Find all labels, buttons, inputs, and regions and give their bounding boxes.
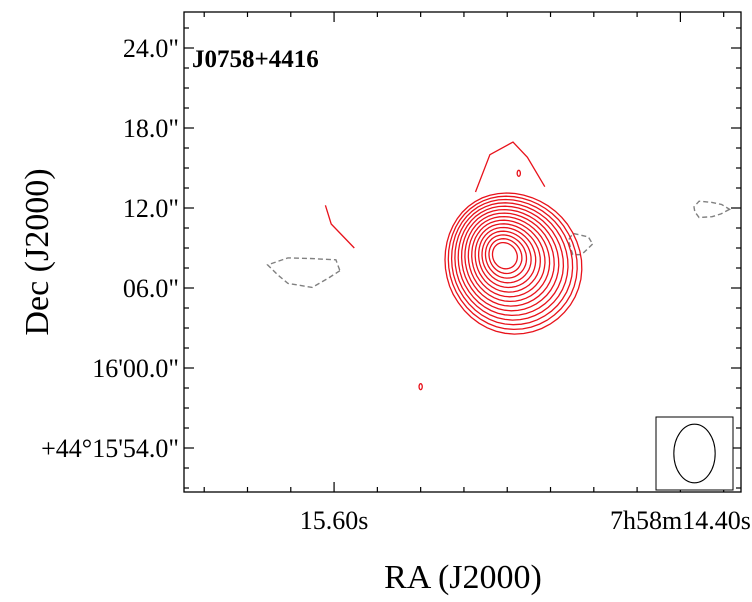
- positive-contour: [474, 223, 541, 293]
- y-tick-label: 18.0": [123, 114, 179, 143]
- negative-contour: [266, 257, 341, 289]
- small-positive-contour: [418, 383, 423, 391]
- positive-contour: [460, 208, 560, 312]
- positive-contour: [454, 202, 569, 321]
- x-tick-label: 7h58m14.40s: [610, 506, 751, 535]
- axis-tick-labels: 24.0" 18.0" 12.0" 06.0" 16'00.0" +44°15'54.0"…: [41, 34, 751, 535]
- source-name-label: J0758+4416: [192, 46, 319, 73]
- negative-contour: [567, 232, 594, 256]
- y-tick-label: 06.0": [123, 274, 179, 303]
- positive-contour: [467, 215, 551, 303]
- positive-contour: [464, 212, 555, 307]
- west-contour-extension: [324, 205, 355, 249]
- negative-contour: [693, 200, 732, 219]
- x-axis-title: RA (J2000): [384, 559, 542, 596]
- y-axis-title: Dec (J2000): [19, 168, 56, 335]
- y-tick-label: +44°15'54.0": [41, 434, 179, 463]
- beam-ellipse-box: [655, 416, 734, 491]
- x-tick-label: 15.60s: [300, 506, 369, 535]
- positive-contour: [488, 238, 523, 275]
- negative-contours: [266, 200, 732, 289]
- y-tick-label: 16'00.0": [92, 354, 179, 383]
- positive-contour: [444, 192, 583, 335]
- beam-ellipse: [673, 423, 716, 484]
- positive-contour: [457, 205, 565, 317]
- beam-box-frame: [655, 416, 734, 491]
- positive-contour: [447, 195, 578, 331]
- positive-contour: [450, 198, 574, 326]
- y-tick-label: 24.0": [123, 34, 179, 63]
- positive-contour: [477, 226, 537, 289]
- y-tick-label: 12.0": [123, 194, 179, 223]
- positive-contours: [324, 141, 583, 391]
- positive-contour: [484, 234, 528, 279]
- small-positive-contour: [516, 169, 522, 177]
- plot-frame: [183, 11, 742, 493]
- positive-contour: [491, 241, 518, 270]
- positive-contour: [481, 230, 532, 284]
- north-contour-extension: [474, 141, 546, 193]
- positive-contour: [471, 219, 546, 298]
- axis-ticks: [184, 12, 741, 492]
